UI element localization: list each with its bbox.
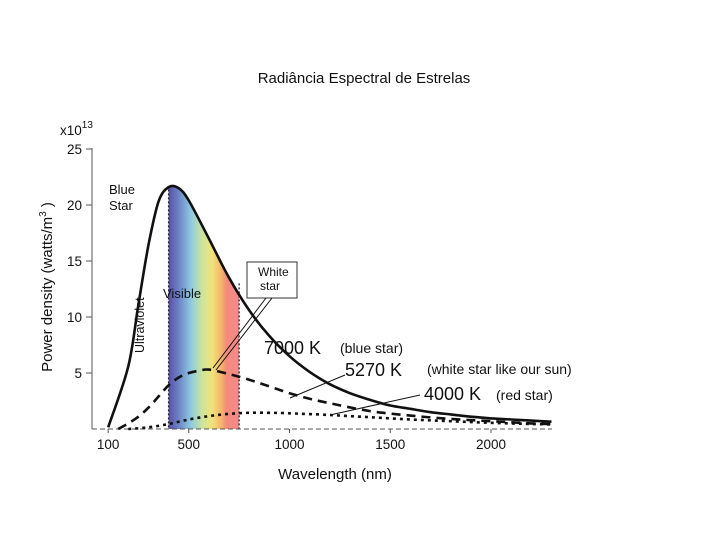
series-4000k-pointer [329,394,421,416]
visible-label: Visible [163,286,201,301]
series-4000k-label: 4000 K [424,384,481,404]
series-5270k-desc: (white star like our sun) [427,361,572,377]
y-multiplier: x1013 [60,120,93,138]
series-5270k-label: 5270 K [345,360,402,380]
series-5270k-line [117,368,552,431]
x-tick-label: 500 [177,437,200,452]
series-7000k-desc: (blue star) [340,340,403,356]
x-tick-label: 1500 [375,437,405,452]
y-tick-label: 25 [67,142,82,157]
chart-title: Radiância Espectral de Estrelas [257,70,471,87]
x-tick-label: 1000 [274,437,304,452]
series-7000k-label: 7000 K [264,338,321,358]
white-star-label: White star [258,265,289,293]
y-tick-label: 5 [74,366,82,381]
x-tick-label: 100 [97,437,120,452]
y-axis-title: Power density (watts/m3 ) [38,202,56,372]
blue-star-label: Blue Star [109,182,135,213]
white-star-pointer-b [215,297,273,371]
y-tick-label: 20 [67,198,82,213]
series-7000k-line [106,184,552,428]
x-tick-label: 2000 [476,437,506,452]
series-4000k-desc: (red star) [496,387,553,403]
series-4000k-line [128,411,552,431]
y-tick-label: 15 [67,254,82,269]
white-star-pointer-a [212,297,267,369]
series-5270k-pointer [289,374,346,399]
ultraviolet-label: Ultraviolet [133,297,147,353]
x-axis-title: Wavelength (nm) [278,466,392,483]
y-tick-label: 10 [67,310,82,325]
